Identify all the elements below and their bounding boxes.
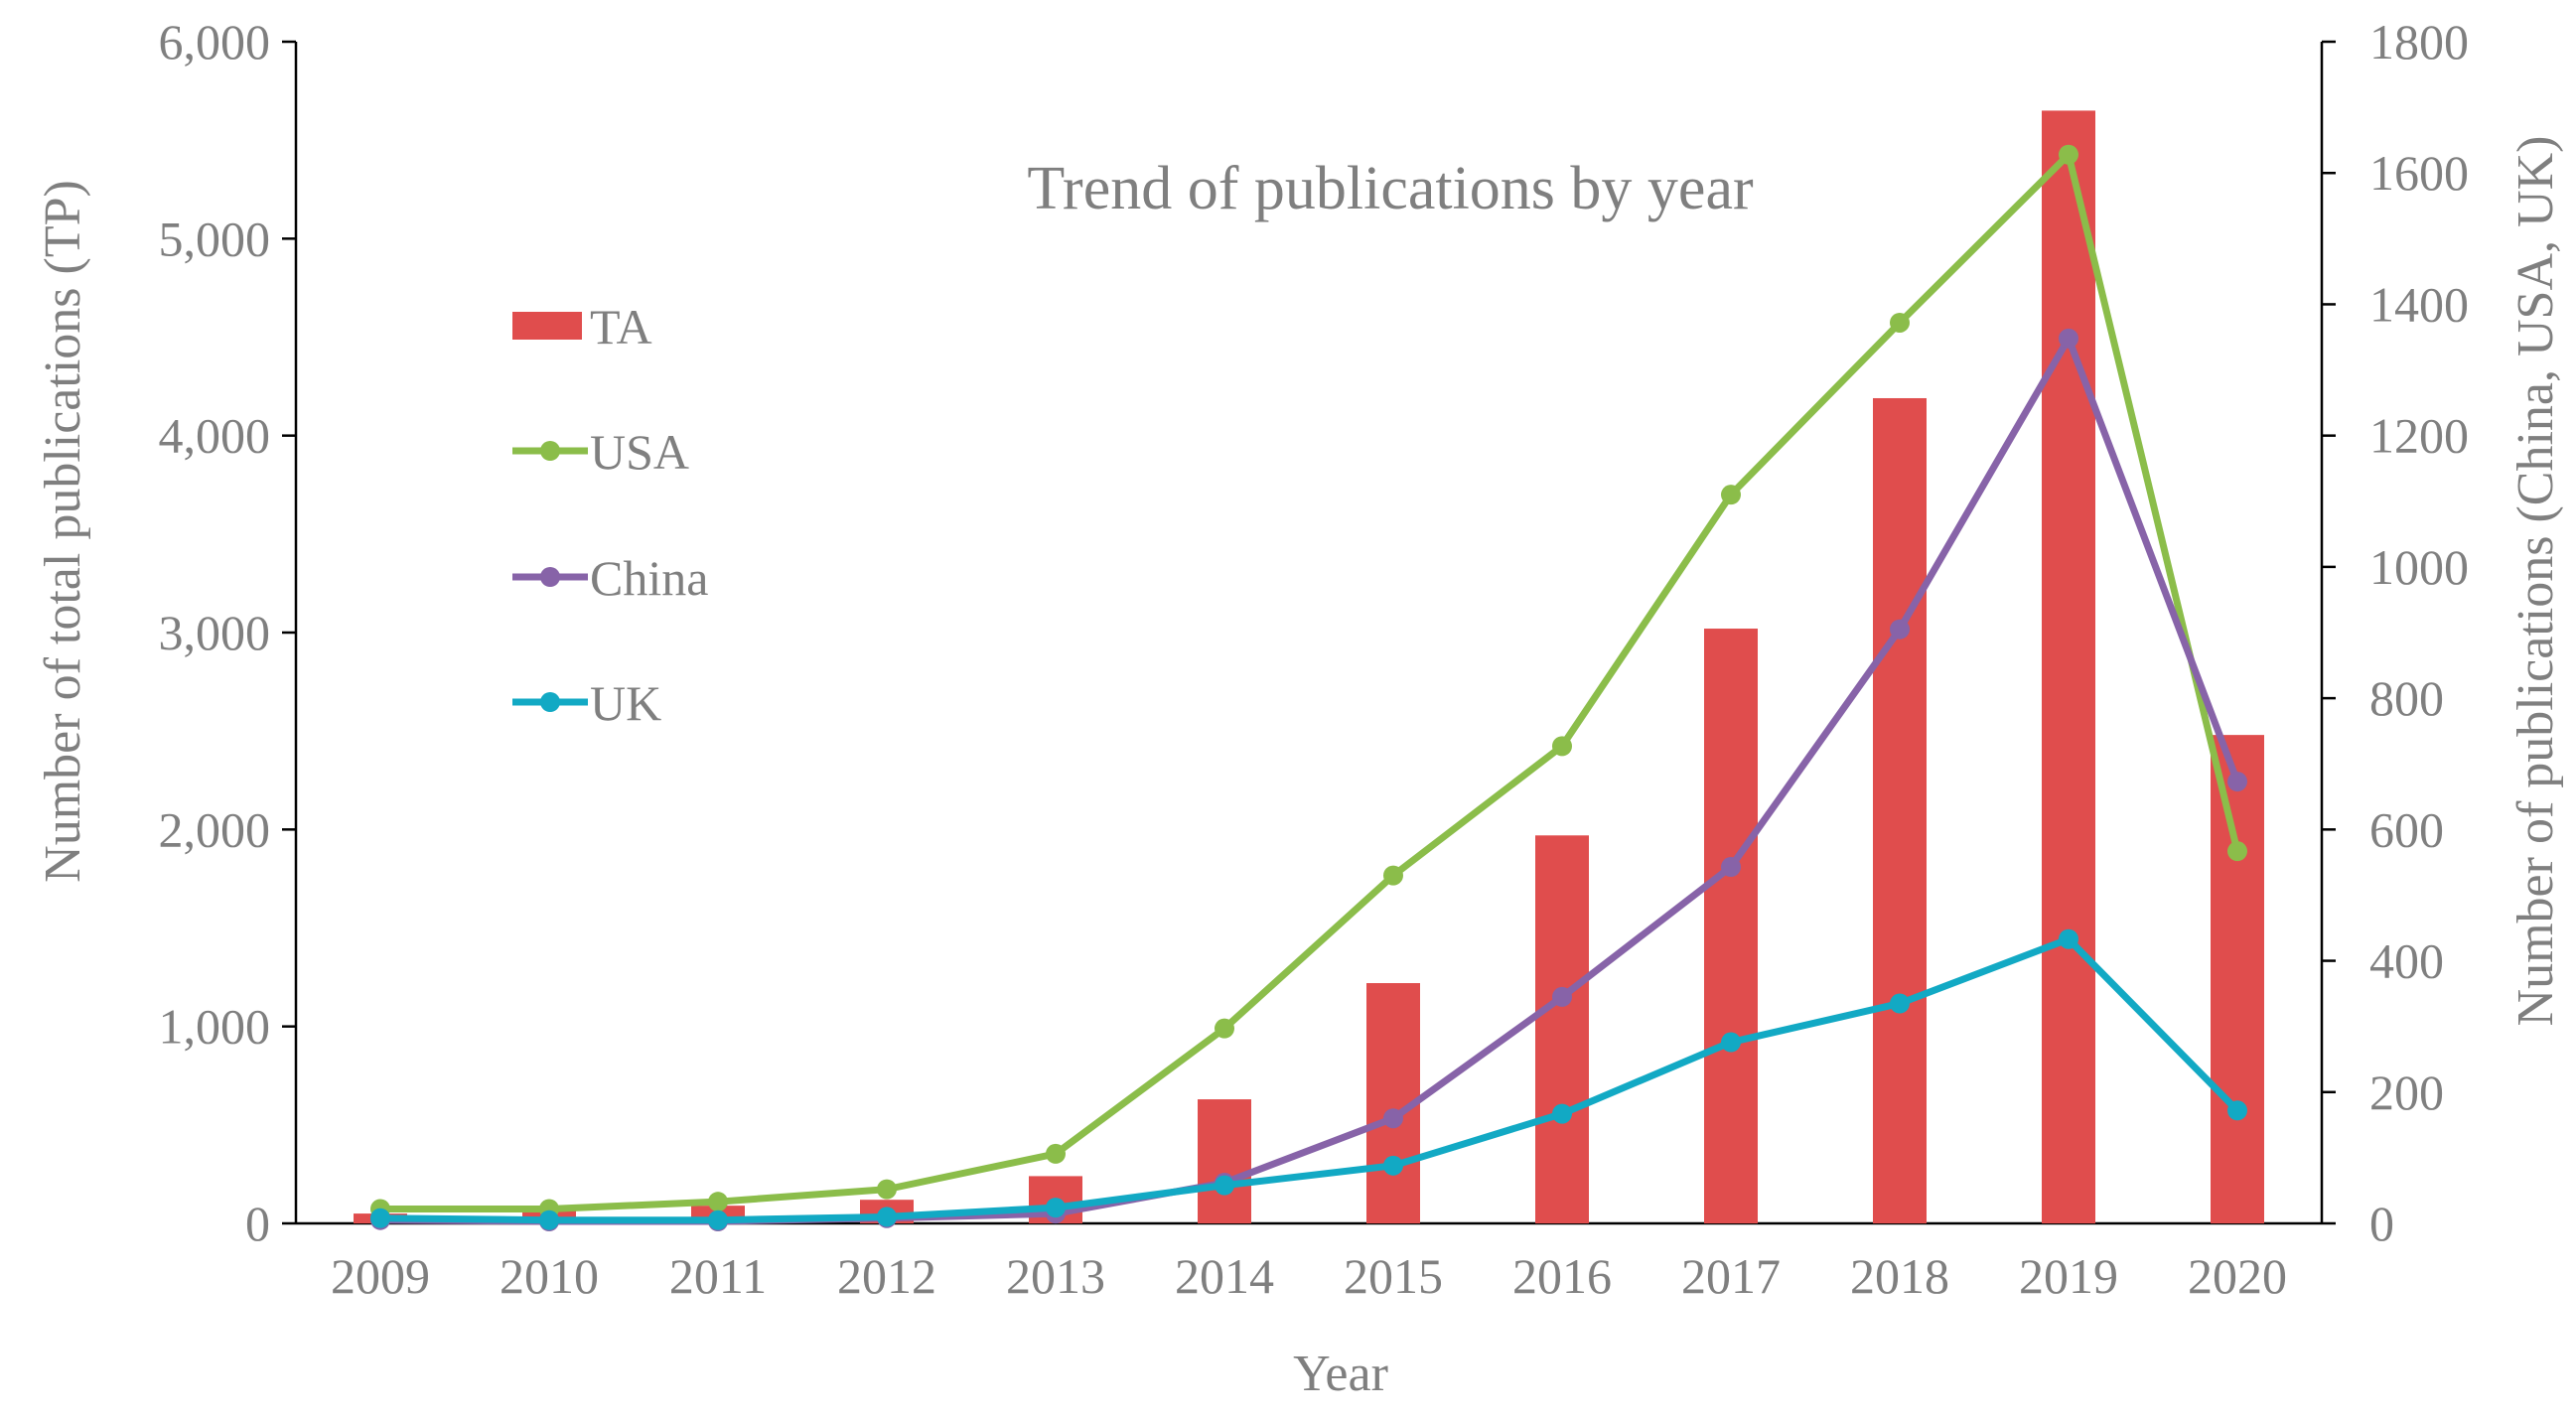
point-usa [877,1179,897,1200]
point-china [1552,986,1572,1007]
point-uk [539,1209,559,1230]
left-tick-label: 4,000 [159,408,271,464]
x-tick-label: 2019 [2019,1248,2118,1304]
point-usa [2059,144,2078,165]
bar-ta [2042,110,2095,1224]
legend-marker-uk [540,692,560,712]
point-uk [1383,1155,1403,1176]
point-uk [877,1207,897,1227]
bars-group [354,110,2264,1224]
legend: TA USA China UK [512,299,708,731]
x-tick-label: 2018 [1850,1248,1949,1304]
right-tick-label: 1400 [2369,276,2469,332]
point-usa [1721,485,1741,505]
x-tick-label: 2016 [1512,1248,1612,1304]
left-tick-label: 2,000 [159,801,271,857]
right-tick-label: 1800 [2369,14,2469,70]
right-tick-label: 600 [2369,801,2444,857]
y-axis-title-right: Number of publications (China, USA, UK) [2507,136,2564,1027]
point-usa [1215,1018,1234,1039]
bar-ta [1704,629,1758,1223]
right-tick-label: 0 [2369,1196,2394,1251]
point-china [2227,772,2247,792]
point-uk [1721,1032,1741,1053]
point-usa [2227,841,2247,862]
chart-title: Trend of publications by year [1027,155,1754,222]
x-tick-label: 2010 [500,1248,599,1304]
x-tick-label: 2012 [837,1248,936,1304]
right-tick-label: 400 [2369,933,2444,989]
x-tick-label: 2014 [1175,1248,1274,1304]
right-tick-label: 1200 [2369,408,2469,464]
left-tick-label: 5,000 [159,211,271,266]
point-usa [1383,865,1403,886]
right-tick-label: 1600 [2369,145,2469,201]
left-tick-label: 0 [245,1196,270,1251]
legend-marker-usa [540,441,560,461]
tick-labels-group: 0 1,000 2,000 3,000 4,000 5,000 6,000 0 200 400 60… [159,14,2470,1304]
point-uk [2227,1100,2247,1121]
right-tick-label: 800 [2369,670,2444,726]
point-uk [708,1209,728,1230]
x-tick-label: 2009 [331,1248,430,1304]
point-uk [1046,1198,1066,1218]
point-uk [1215,1175,1234,1196]
line-usa [380,151,2241,1212]
left-tick-label: 3,000 [159,605,271,660]
legend-swatch-ta [512,312,582,340]
left-tick-label: 1,000 [159,999,271,1055]
legend-marker-china [540,567,560,587]
legend-label-uk: UK [590,675,661,731]
legend-label-china: China [590,550,708,606]
lines-group [370,144,2247,1232]
x-tick-label: 2013 [1006,1248,1105,1304]
point-china [1721,857,1741,878]
point-china [2059,328,2078,349]
point-usa [708,1192,728,1212]
legend-label-usa: USA [590,424,689,480]
point-uk [370,1208,390,1228]
bar-ta [2211,735,2264,1223]
y-axis-title-left: Number of total publications (TP) [35,180,91,883]
left-tick-label: 6,000 [159,14,271,70]
line-uk [379,935,2240,1224]
point-usa [1890,312,1910,333]
point-usa [1552,736,1572,757]
point-uk [2059,928,2078,949]
point-uk [1552,1103,1572,1124]
bar-ta [1535,835,1589,1223]
right-tick-label: 1000 [2369,539,2469,595]
x-tick-label: 2017 [1681,1248,1781,1304]
legend-label-ta: TA [590,299,652,355]
point-uk [1890,993,1910,1014]
point-china [1890,619,1910,640]
bar-ta [1873,397,1927,1223]
point-china [1383,1108,1403,1129]
x-tick-label: 2020 [2188,1248,2287,1304]
x-tick-label: 2011 [669,1248,767,1304]
point-usa [1046,1143,1066,1164]
bar-ta [1198,1099,1251,1223]
x-axis-title: Year [1293,1346,1388,1402]
right-tick-label: 200 [2369,1065,2444,1120]
x-tick-label: 2015 [1344,1248,1443,1304]
